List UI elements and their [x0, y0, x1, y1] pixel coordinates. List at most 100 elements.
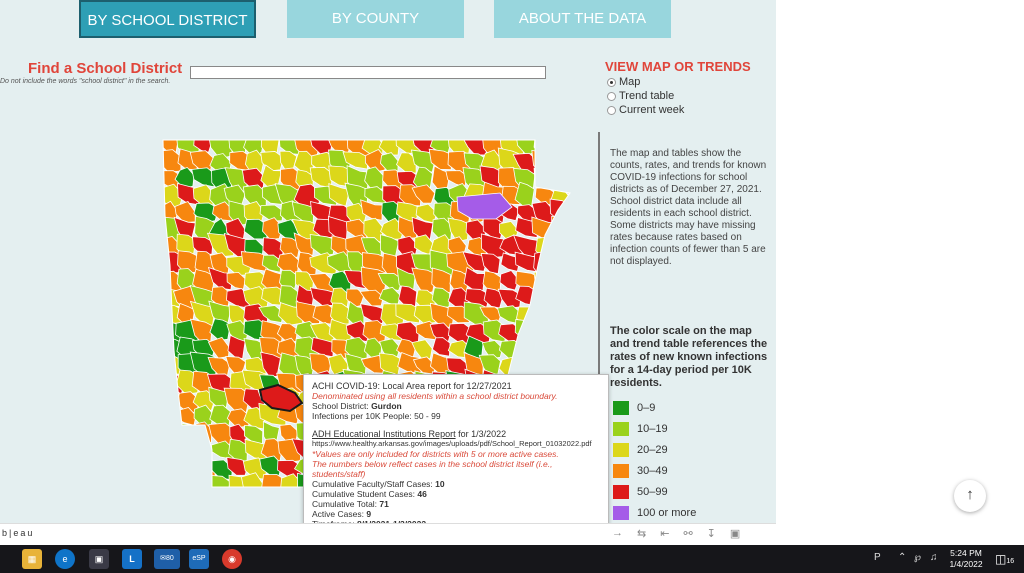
district-tile[interactable]: [547, 249, 575, 277]
district-tile[interactable]: [546, 270, 571, 293]
district-tile[interactable]: [566, 321, 580, 346]
district-tile[interactable]: [532, 337, 556, 361]
district-tile[interactable]: [551, 215, 573, 243]
radio-icon[interactable]: [607, 105, 616, 115]
district-tile[interactable]: [275, 491, 297, 495]
district-tile[interactable]: [174, 472, 197, 495]
district-search-input[interactable]: [190, 66, 546, 79]
district-tile[interactable]: [210, 489, 230, 495]
district-tile[interactable]: [568, 216, 580, 243]
district-tile[interactable]: [456, 192, 513, 220]
radio-icon[interactable]: [607, 91, 616, 101]
district-tile[interactable]: [309, 234, 337, 257]
district-tile[interactable]: [160, 387, 181, 409]
radio-option-current-week[interactable]: Current week: [607, 104, 684, 116]
chevron-up-icon[interactable]: ⌃: [898, 552, 907, 563]
mail-icon[interactable]: ✉80: [154, 549, 180, 569]
district-tile[interactable]: [208, 474, 231, 495]
district-tile[interactable]: [529, 305, 555, 330]
district-tile[interactable]: [328, 182, 351, 207]
district-tile[interactable]: [226, 271, 246, 290]
file-explorer-icon[interactable]: ▦: [22, 549, 42, 569]
district-tile[interactable]: [191, 167, 217, 188]
district-tile[interactable]: [190, 493, 218, 495]
district-tile[interactable]: [261, 474, 288, 495]
district-tile[interactable]: [569, 301, 580, 325]
district-tile[interactable]: [432, 337, 451, 357]
district-tile[interactable]: [160, 491, 177, 495]
district-tile[interactable]: [447, 217, 470, 243]
district-tile[interactable]: [194, 437, 213, 465]
district-tile[interactable]: [223, 387, 251, 414]
district-tile[interactable]: [395, 303, 421, 324]
district-tile[interactable]: [533, 288, 553, 307]
district-tile[interactable]: [498, 340, 525, 360]
district-tile[interactable]: [431, 267, 451, 294]
district-tile[interactable]: [567, 183, 580, 206]
district-tile[interactable]: [411, 267, 437, 295]
district-tile[interactable]: [227, 334, 246, 360]
district-tile[interactable]: [548, 305, 571, 327]
store-icon[interactable]: ▣: [89, 549, 109, 569]
district-tile[interactable]: [516, 339, 542, 363]
district-tile[interactable]: [548, 169, 576, 192]
district-tile[interactable]: [175, 456, 197, 483]
people-icon[interactable]: Ρ: [874, 552, 881, 563]
district-tile[interactable]: [551, 234, 571, 257]
district-tile[interactable]: [547, 150, 572, 174]
district-tile[interactable]: [177, 489, 194, 495]
district-tile[interactable]: [279, 236, 301, 258]
district-tile[interactable]: [530, 323, 553, 343]
district-tile[interactable]: [411, 339, 433, 360]
district-tile[interactable]: [547, 321, 571, 343]
district-tile[interactable]: [330, 302, 350, 326]
district-tile[interactable]: [160, 473, 182, 494]
chrome-icon[interactable]: ◉: [222, 549, 242, 569]
district-tile[interactable]: [411, 184, 436, 204]
district-tile[interactable]: [174, 166, 195, 190]
radio-option-trend-table[interactable]: Trend table: [607, 90, 674, 102]
district-tile[interactable]: [566, 167, 580, 190]
district-tile[interactable]: [566, 287, 580, 313]
district-tile[interactable]: [176, 438, 201, 464]
volume-icon[interactable]: ♫: [930, 552, 938, 563]
tab-by-county[interactable]: BY COUNTY: [287, 0, 464, 38]
reset-icon[interactable]: ⇤: [660, 528, 670, 540]
district-tile[interactable]: [480, 252, 501, 275]
district-tile[interactable]: [230, 494, 252, 495]
district-tile[interactable]: [259, 204, 284, 222]
district-tile[interactable]: [550, 287, 570, 312]
district-tile[interactable]: [565, 251, 580, 277]
app-l-icon[interactable]: L: [122, 549, 142, 569]
district-tile[interactable]: [293, 232, 315, 257]
district-tile[interactable]: [207, 266, 234, 291]
district-tile[interactable]: [258, 305, 284, 324]
esp-app-icon[interactable]: eSP: [189, 549, 209, 569]
district-tile[interactable]: [531, 355, 560, 376]
edge-browser-icon[interactable]: e: [55, 549, 75, 569]
tab-about-the-data[interactable]: ABOUT THE DATA: [494, 0, 671, 38]
district-tile[interactable]: [428, 148, 453, 171]
district-tile[interactable]: [380, 152, 399, 172]
district-tile[interactable]: [564, 151, 580, 170]
district-tile[interactable]: [378, 135, 400, 156]
radio-selected-icon[interactable]: [607, 77, 616, 87]
selected-district-gurdon[interactable]: [258, 383, 304, 413]
district-tile[interactable]: [377, 272, 403, 292]
radio-option-map[interactable]: Map: [607, 76, 640, 88]
district-tile[interactable]: [566, 269, 580, 294]
district-tile[interactable]: [209, 318, 231, 341]
district-tile[interactable]: [161, 419, 186, 447]
revert-icon[interactable]: ⇆: [637, 528, 647, 540]
fullscreen-icon[interactable]: ▣: [729, 528, 741, 540]
district-tile[interactable]: [160, 436, 184, 463]
share-icon[interactable]: ⚯: [683, 528, 693, 540]
district-tile[interactable]: [177, 422, 199, 445]
district-tile[interactable]: [360, 303, 386, 325]
district-tile[interactable]: [533, 271, 553, 295]
district-tile[interactable]: [499, 270, 520, 291]
district-tile[interactable]: [565, 201, 580, 225]
notification-icon[interactable]: ◫16: [995, 552, 1015, 566]
district-tile[interactable]: [360, 199, 383, 221]
district-tile[interactable]: [514, 318, 540, 342]
